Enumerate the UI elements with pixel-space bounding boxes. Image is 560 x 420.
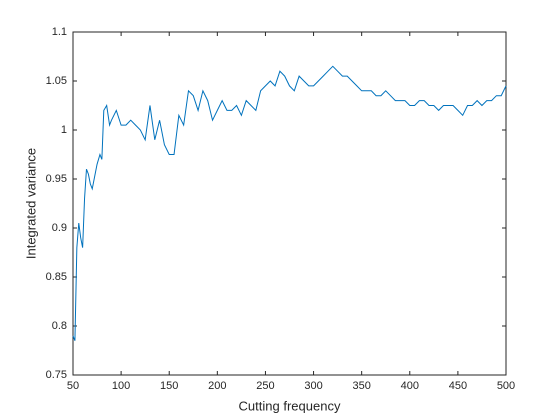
x-tick-label: 500 xyxy=(497,380,515,392)
y-tick-label: 1 xyxy=(61,124,67,136)
y-tick-label: 0.75 xyxy=(46,369,67,381)
plot-box xyxy=(72,31,507,376)
x-axis-label: Cutting frequency xyxy=(239,398,341,413)
x-tick-label: 350 xyxy=(352,380,370,392)
x-tick-label: 250 xyxy=(256,380,274,392)
x-tick-label: 300 xyxy=(304,380,322,392)
y-tick-label: 0.8 xyxy=(52,320,67,332)
y-tick-label: 1.05 xyxy=(46,75,67,87)
x-tick-label: 100 xyxy=(112,380,130,392)
y-tick-label: 0.95 xyxy=(46,173,67,185)
x-tick-label: 50 xyxy=(67,380,79,392)
y-tick-label: 1.1 xyxy=(52,26,67,38)
x-tick-label: 200 xyxy=(208,380,226,392)
x-tick-label: 400 xyxy=(401,380,419,392)
x-tick-label: 150 xyxy=(160,380,178,392)
data-line xyxy=(72,65,507,341)
x-tick-label: 450 xyxy=(449,380,467,392)
y-axis-label: Integrated variance xyxy=(23,148,38,259)
y-tick-label: 0.85 xyxy=(46,271,67,283)
y-tick-label: 0.9 xyxy=(52,222,67,234)
